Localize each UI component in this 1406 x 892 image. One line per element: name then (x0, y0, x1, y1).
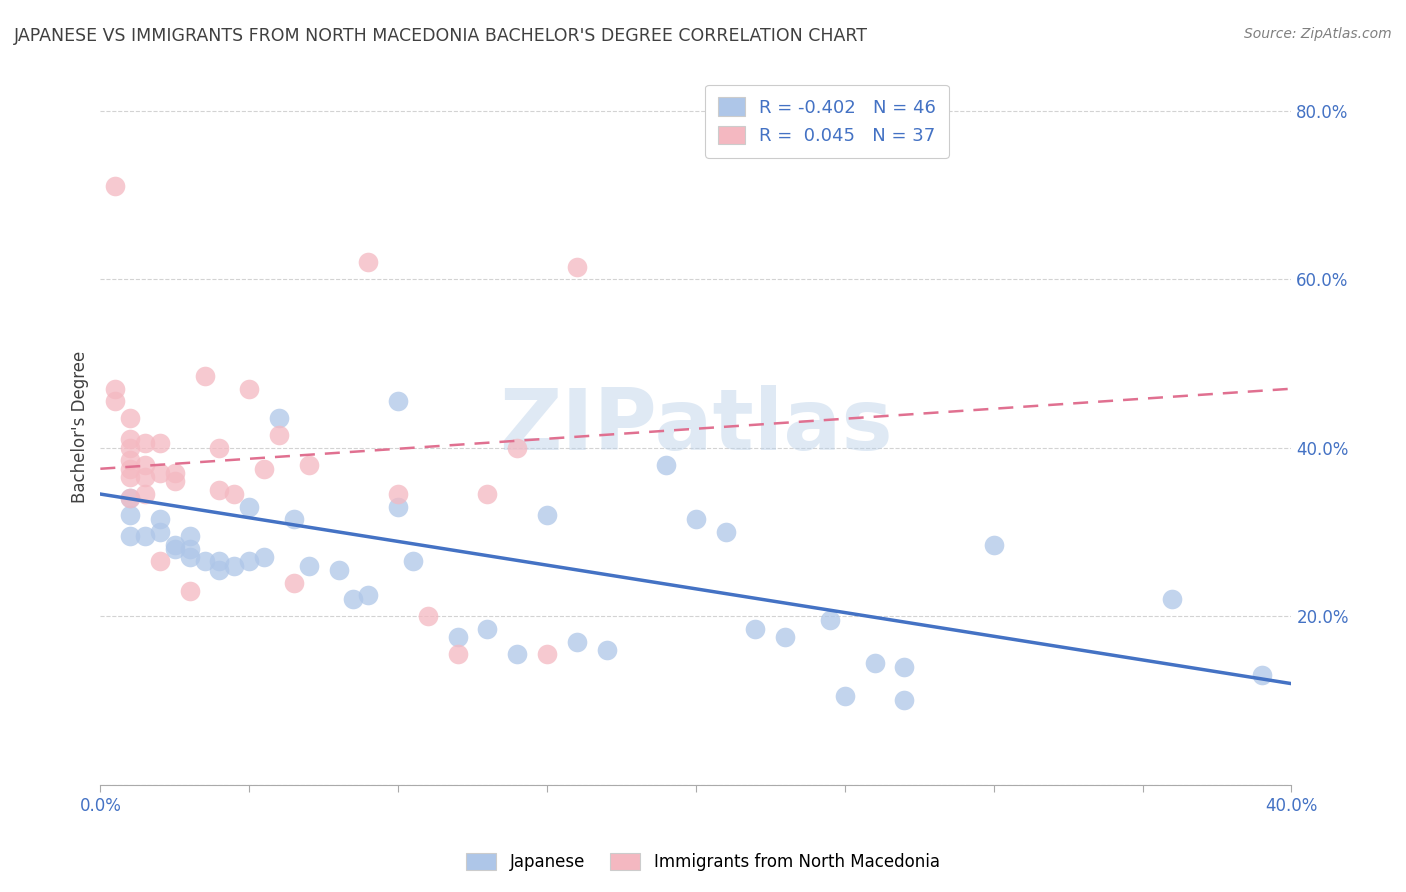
Point (893, 693, 915, 707)
Point (387, 500, 409, 514)
Point (416, 609, 439, 624)
Text: Source: ZipAtlas.com: Source: ZipAtlas.com (1244, 27, 1392, 41)
Point (536, 647, 558, 661)
Point (194, 554, 217, 568)
Point (208, 483, 231, 497)
Point (477, 487, 499, 501)
Point (179, 583, 201, 598)
Legend: R = -0.402   N = 46, R =  0.045   N = 37: R = -0.402 N = 46, R = 0.045 N = 37 (706, 85, 949, 158)
Point (253, 550, 276, 565)
Point (120, 453, 142, 467)
Text: ZIPatlas: ZIPatlas (499, 385, 893, 468)
Point (342, 592, 364, 607)
Point (134, 529, 156, 543)
Point (744, 622, 766, 636)
Point (238, 382, 260, 396)
Text: JAPANESE VS IMMIGRANTS FROM NORTH MACEDONIA BACHELOR'S DEGREE CORRELATION CHART: JAPANESE VS IMMIGRANTS FROM NORTH MACEDO… (14, 27, 868, 45)
Point (120, 411, 142, 425)
Point (387, 487, 409, 501)
Point (149, 554, 172, 568)
Point (120, 529, 142, 543)
Y-axis label: Bachelor's Degree: Bachelor's Degree (72, 351, 89, 503)
Point (536, 508, 558, 522)
Point (163, 538, 186, 552)
Point (104, 382, 127, 396)
Point (402, 554, 425, 568)
Point (834, 690, 856, 704)
Point (194, 369, 217, 384)
Point (120, 508, 142, 522)
Point (134, 458, 156, 472)
Point (224, 558, 246, 573)
Point (655, 458, 678, 472)
Point (506, 647, 529, 661)
Legend: Japanese, Immigrants from North Macedonia: Japanese, Immigrants from North Macedoni… (458, 845, 948, 880)
Point (595, 643, 617, 657)
Point (179, 529, 201, 543)
Point (120, 462, 142, 476)
Point (773, 630, 796, 644)
Point (104, 179, 127, 194)
Point (120, 491, 142, 506)
Point (179, 541, 201, 556)
Point (134, 487, 156, 501)
Point (149, 436, 172, 450)
Point (120, 432, 142, 446)
Point (120, 491, 142, 506)
Point (1250, 668, 1272, 682)
Point (238, 500, 260, 514)
Point (328, 563, 350, 577)
Point (267, 411, 290, 425)
Point (163, 466, 186, 480)
Point (685, 512, 707, 526)
Point (120, 470, 142, 484)
Point (104, 394, 127, 409)
Point (134, 470, 156, 484)
Point (863, 656, 886, 670)
Point (387, 394, 409, 409)
Point (120, 441, 142, 455)
Point (208, 563, 231, 577)
Point (179, 550, 201, 565)
Point (357, 255, 380, 269)
Point (149, 466, 172, 480)
Point (224, 487, 246, 501)
Point (1161, 592, 1184, 607)
Point (253, 462, 276, 476)
Point (163, 541, 186, 556)
Point (447, 647, 470, 661)
Point (283, 575, 305, 590)
Point (477, 622, 499, 636)
Point (893, 660, 915, 674)
Point (149, 512, 172, 526)
Point (714, 524, 737, 539)
Point (208, 554, 231, 568)
Point (208, 441, 231, 455)
Point (134, 436, 156, 450)
Point (163, 475, 186, 489)
Point (298, 458, 321, 472)
Point (267, 428, 290, 442)
Point (447, 630, 470, 644)
Point (149, 524, 172, 539)
Point (565, 634, 588, 648)
Point (357, 588, 380, 602)
Point (238, 554, 260, 568)
Point (283, 512, 305, 526)
Point (298, 558, 321, 573)
Point (506, 441, 529, 455)
Point (565, 260, 588, 274)
Point (983, 538, 1005, 552)
Point (818, 614, 841, 628)
